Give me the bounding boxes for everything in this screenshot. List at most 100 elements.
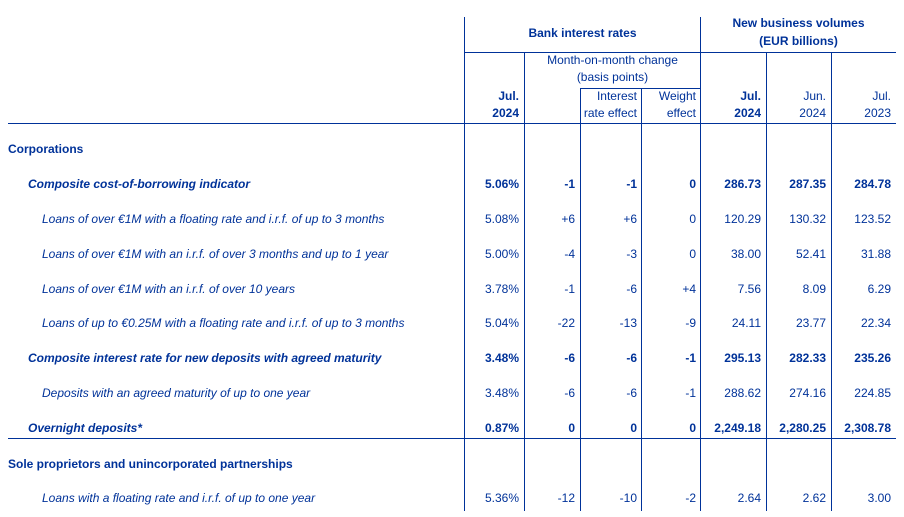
cell-volume-jul2023: 22.34 [860,316,891,330]
cell-mom-change: -12 [557,491,575,505]
table-row: Loans of up to €0.25M with a floating ra… [0,313,904,333]
col-interest-effect-line1: Interest [596,89,637,103]
cell-volume-jun2024: 274.16 [789,386,826,400]
cell-rate-jul2024: 3.48% [484,351,519,365]
col-jul2024-month: Jul. [498,89,519,103]
row-label: Overnight deposits* [28,421,143,435]
cell-rate-jul2024: 5.36% [484,491,519,505]
header-rule-top [464,52,896,53]
cell-mom-change: +6 [561,212,575,226]
col-divider-interest [580,88,581,511]
cell-weight-effect: 0 [689,247,696,261]
col-divider-weight [641,88,642,511]
row-label: Loans of up to €0.25M with a floating ra… [42,316,405,330]
col-weight-effect-line2: effect [666,106,696,120]
cell-interest-rate-effect: -6 [626,282,637,296]
cell-volume-jul2024: 120.29 [724,212,761,226]
cell-volume-jul2024: 2.64 [737,491,761,505]
cell-interest-rate-effect: -3 [626,247,637,261]
row-label: Deposits with an agreed maturity of up t… [42,386,311,400]
col-vol-jun2024-year: 2024 [799,106,826,120]
cell-volume-jun2024: 130.32 [789,212,826,226]
cell-weight-effect: -1 [685,351,696,365]
row-label: Loans of over €1M with a floating rate a… [42,212,385,226]
col-vol-jul2023-year: 2023 [864,106,891,120]
cell-volume-jul2024: 38.00 [730,247,761,261]
cell-volume-jun2024: 2.62 [802,491,826,505]
cell-mom-change: -4 [564,247,575,261]
cell-interest-rate-effect: -6 [626,386,637,400]
cell-volume-jul2024: 295.13 [724,351,761,365]
cell-volume-jun2024: 287.35 [789,177,826,191]
cell-volume-jul2024: 286.73 [724,177,761,191]
col-divider-jul2023 [831,52,832,511]
cell-volume-jul2024: 7.56 [737,282,761,296]
cell-volume-jul2023: 224.85 [854,386,891,400]
table-row: Loans with a floating rate and i.r.f. of… [0,488,904,508]
cell-interest-rate-effect: -6 [626,351,637,365]
row-label: Composite cost-of-borrowing indicator [28,177,250,191]
cell-interest-rate-effect: -13 [619,316,637,330]
cell-volume-jul2023: 284.78 [854,177,891,191]
cell-mom-change: -1 [564,177,575,191]
cell-interest-rate-effect: 0 [630,421,637,435]
cell-volume-jul2023: 235.26 [854,351,891,365]
cell-mom-change: -1 [564,282,575,296]
cell-volume-jul2024: 2,249.18 [714,421,761,435]
cell-rate-jul2024: 5.06% [484,177,519,191]
cell-volume-jul2023: 3.00 [867,491,891,505]
cell-volume-jun2024: 52.41 [795,247,826,261]
col-interest-effect-line2: rate effect [583,106,637,120]
cell-rate-jul2024: 5.08% [484,212,519,226]
header-rule-bottom [8,123,896,124]
table-row: Composite cost-of-borrowing indicator 5.0… [0,174,904,194]
row-label: Loans with a floating rate and i.r.f. of… [42,491,316,505]
cell-weight-effect: 0 [689,421,696,435]
cell-weight-effect: -1 [685,386,696,400]
table-row: Loans of over €1M with a floating rate a… [0,209,904,229]
cell-mom-change: -6 [564,386,575,400]
cell-mom-change: -22 [557,316,575,330]
cell-volume-jul2023: 2,308.78 [844,421,891,435]
col-vol-jul2023-month: Jul. [872,89,891,103]
volumes-heading-line1: New business volumes [732,16,865,30]
cell-volume-jun2024: 23.77 [795,316,826,330]
cell-rate-jul2024: 5.00% [484,247,519,261]
col-vol-jul2024-year: 2024 [734,106,761,120]
bank-rates-heading: Bank interest rates [528,26,637,40]
cell-interest-rate-effect: -10 [619,491,637,505]
cell-volume-jul2023: 31.88 [860,247,891,261]
table-row: Composite interest rate for new deposits… [0,348,904,368]
row-label: Sole proprietors and unincorporated part… [8,457,293,471]
cell-rate-jul2024: 0.87% [484,421,519,435]
cell-rate-jul2024: 3.78% [484,282,519,296]
cell-volume-jun2024: 282.33 [789,351,826,365]
cell-mom-change: -6 [564,351,575,365]
header-rule-mom [580,88,701,89]
row-label: Corporations [8,142,84,156]
table-row: Corporations [0,139,904,159]
cell-weight-effect: 0 [689,212,696,226]
row-label: Loans of over €1M with an i.r.f. of over… [42,282,296,296]
cell-weight-effect: +4 [682,282,696,296]
col-divider-mom [524,52,525,511]
cell-volume-jul2023: 123.52 [854,212,891,226]
cell-volume-jun2024: 2,280.25 [779,421,826,435]
col-vol-jun2024-month: Jun. [803,89,826,103]
cell-weight-effect: 0 [689,177,696,191]
cell-volume-jul2024: 24.11 [731,316,761,330]
col-vol-jul2024-month: Jul. [740,89,761,103]
table-row: Sole proprietors and unincorporated part… [0,454,904,474]
mom-heading-line1: Month-on-month change [547,53,678,67]
col-weight-effect-line1: Weight [658,89,696,103]
mom-heading-line2: (basis points) [576,70,649,84]
cell-interest-rate-effect: +6 [623,212,637,226]
row-rule-overnight [8,438,896,439]
cell-interest-rate-effect: -1 [626,177,637,191]
row-label: Composite interest rate for new deposits… [28,351,382,365]
cell-rate-jul2024: 3.48% [484,386,519,400]
table-row: Loans of over €1M with an i.r.f. of over… [0,279,904,299]
col-divider-volumes [700,17,701,511]
volumes-heading-line2: (EUR billions) [759,34,838,48]
